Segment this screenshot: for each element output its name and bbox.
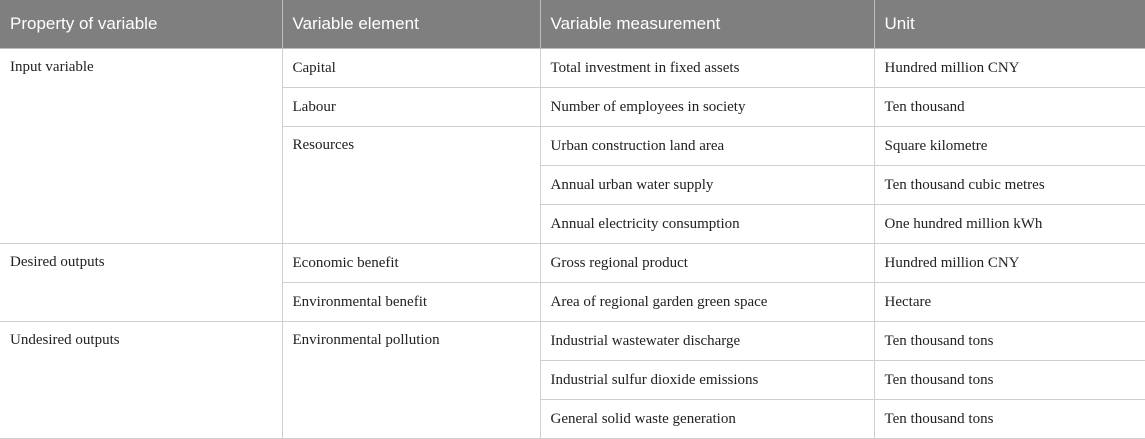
property-cell: Input variable: [0, 48, 283, 244]
table-row: Industrial sulfur dioxide emissions Ten …: [0, 360, 1145, 400]
header-measurement: Variable measurement: [539, 0, 874, 49]
measurement-cell: Area of regional garden green space: [539, 282, 875, 322]
unit-cell: Hundred million CNY: [873, 48, 1145, 88]
measurement-cell: Industrial sulfur dioxide emissions: [540, 360, 875, 400]
measurement-cell: Industrial wastewater discharge: [539, 321, 875, 361]
unit-cell: Ten thousand cubic metres: [873, 165, 1145, 205]
table-row: General solid waste generation Ten thous…: [0, 399, 1145, 439]
measurement-cell: Annual urban water supply: [540, 165, 875, 205]
table-header: Property of variable Variable element Va…: [0, 0, 1145, 49]
measurement-cell: Total investment in fixed assets: [539, 48, 875, 88]
table-row: Desired outputs Economic benefit Gross r…: [0, 243, 1145, 322]
measurement-cell: General solid waste generation: [540, 399, 875, 439]
element-cell: Capital: [281, 48, 541, 88]
property-cell: Desired outputs: [0, 243, 283, 322]
unit-cell: Square kilometre: [873, 126, 1145, 166]
header-element: Variable element: [281, 0, 540, 49]
measurement-cell: Number of employees in society: [539, 87, 875, 127]
header-unit: Unit: [873, 0, 1145, 49]
measurement-cell: Gross regional product: [539, 243, 875, 283]
element-cell: Environmental benefit: [282, 282, 541, 322]
measurement-cell: Urban construction land area: [539, 126, 875, 166]
unit-cell: Ten thousand tons: [873, 399, 1145, 439]
unit-cell: Hundred million CNY: [873, 243, 1145, 283]
measurement-cell: Annual electricity consumption: [540, 204, 875, 244]
unit-cell: Hectare: [873, 282, 1145, 322]
table-row: Undesired outputs Environmental pollutio…: [0, 321, 1145, 439]
element-cell: Environmental pollution: [281, 321, 541, 439]
unit-cell: Ten thousand tons: [873, 321, 1145, 361]
header-property: Property of variable: [0, 0, 282, 49]
element-cell: Resources: [282, 126, 541, 244]
table-body: Input variable Capital Total investment …: [0, 48, 1145, 439]
table-row: Input variable Capital Total investment …: [0, 48, 1145, 244]
table-row: Resources Urban construction land area S…: [0, 126, 1145, 244]
element-cell: Economic benefit: [281, 243, 541, 283]
unit-cell: Ten thousand tons: [873, 360, 1145, 400]
header-row: Property of variable Variable element Va…: [0, 0, 1145, 49]
element-cell: Labour: [282, 87, 541, 127]
property-cell: Undesired outputs: [0, 321, 283, 439]
table-row: Environmental benefit Area of regional g…: [0, 282, 1145, 322]
table-row: Labour Number of employees in society Te…: [0, 87, 1145, 127]
unit-cell: One hundred million kWh: [873, 204, 1145, 244]
unit-cell: Ten thousand: [873, 87, 1145, 127]
